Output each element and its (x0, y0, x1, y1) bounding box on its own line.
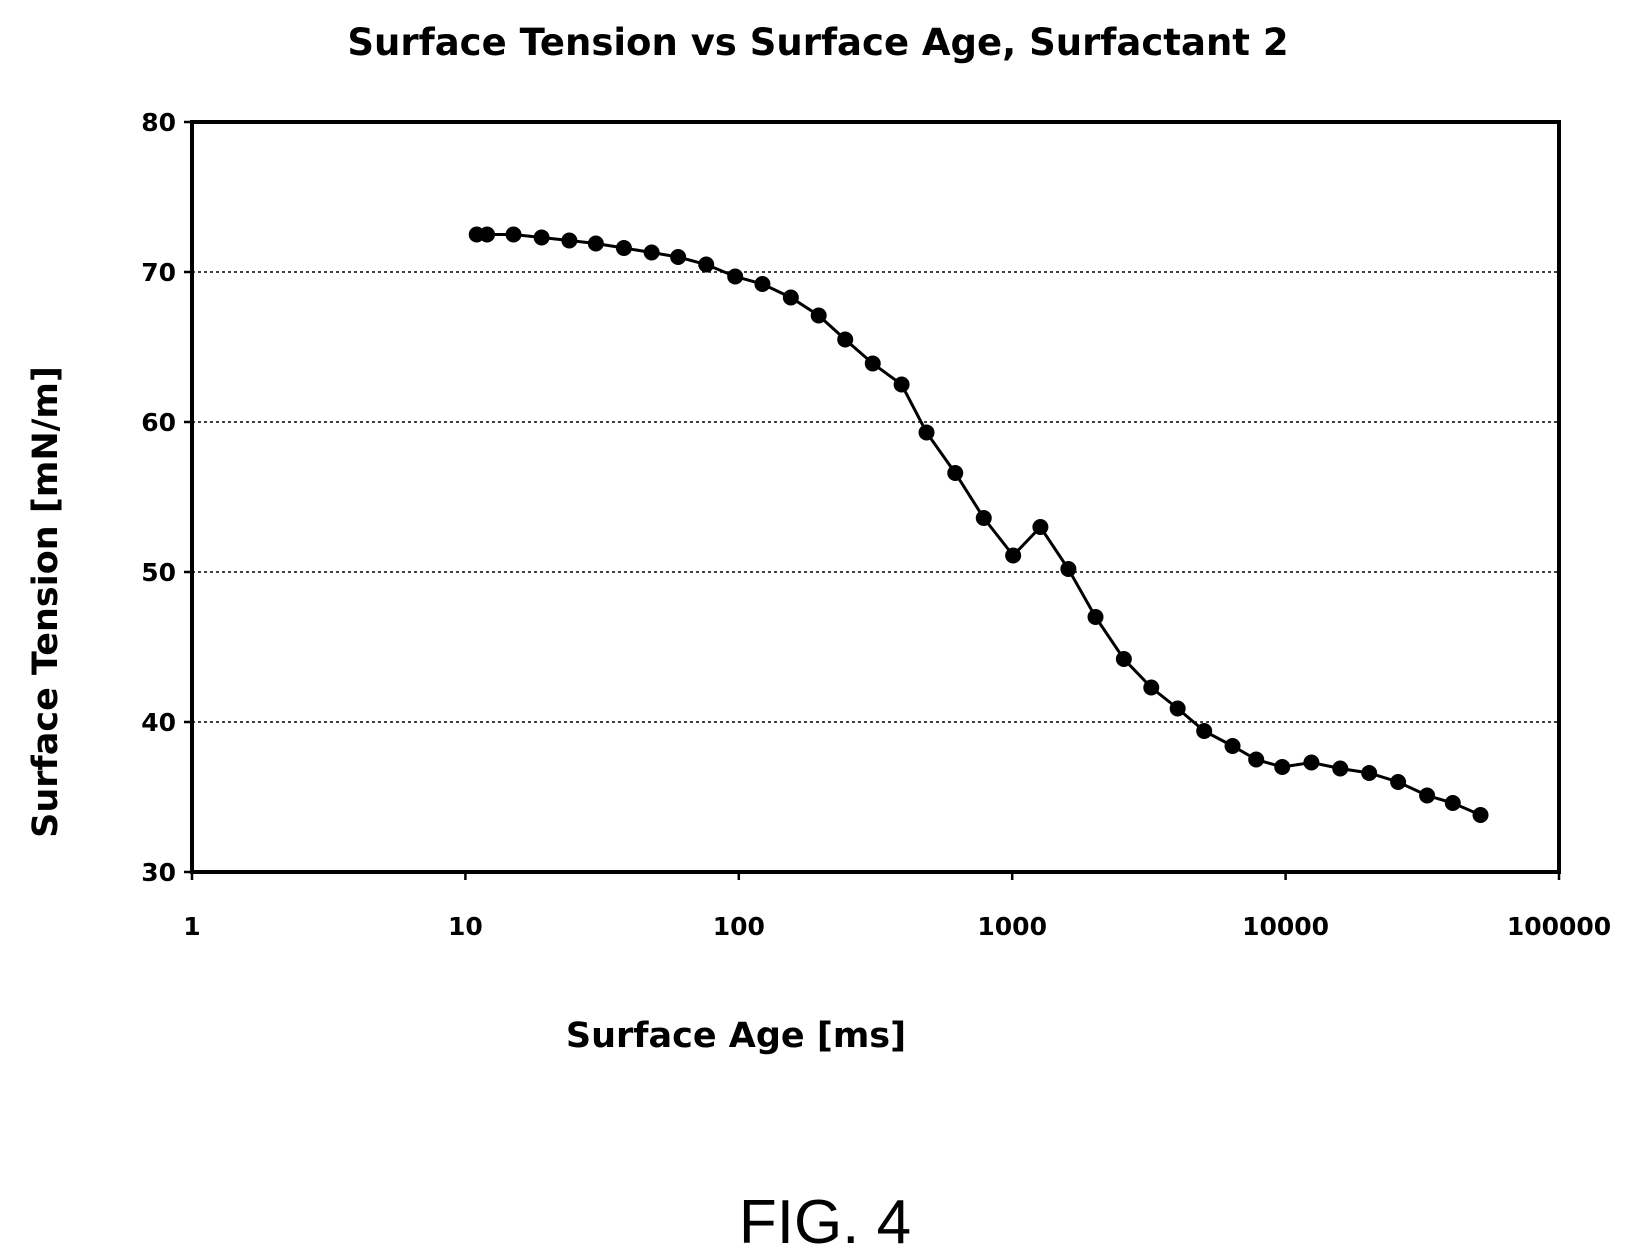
data-point (1274, 759, 1291, 775)
data-point (643, 244, 660, 261)
data-point (1143, 679, 1160, 696)
series-line (476, 233, 1482, 817)
data-point (754, 276, 771, 292)
data-point (561, 232, 578, 249)
data-point (1060, 561, 1077, 577)
data-point (1087, 609, 1104, 625)
y-tick-label: 80 (141, 108, 176, 137)
data-point (1224, 738, 1241, 754)
y-tick-label: 50 (141, 558, 176, 587)
data-point (947, 465, 964, 481)
x-tick-label: 1 (183, 912, 200, 941)
figure-caption: FIG. 4 (739, 1188, 911, 1257)
plot-frame (190, 120, 1561, 874)
x-tick-label: 100000 (1507, 912, 1611, 941)
chart-title: Surface Tension vs Surface Age, Surfacta… (347, 21, 1288, 64)
data-point (1361, 765, 1378, 781)
data-point (1472, 807, 1489, 823)
data-point (1196, 723, 1213, 739)
y-tick-label: 30 (141, 858, 176, 887)
x-axis: 1 10 100 1000 10000 100000 (183, 872, 1611, 941)
x-tick-label: 100 (713, 912, 765, 941)
data-point (615, 240, 632, 256)
data-point (1390, 774, 1407, 790)
data-point (727, 268, 744, 285)
y-axis-title: Surface Tension [mN/m] (26, 366, 66, 838)
plot-area: 30 40 50 60 70 80 1 10 100 1000 10000 100000 (141, 108, 1611, 941)
y-tick-label: 40 (141, 708, 176, 737)
data-point (1303, 754, 1320, 771)
x-axis-title: Surface Age [ms] (566, 1016, 906, 1056)
data-point (837, 331, 854, 348)
data-point (810, 307, 827, 324)
data-point (698, 256, 715, 273)
data-point (1032, 519, 1049, 535)
x-tick-label: 10000 (1242, 912, 1329, 941)
data-point (918, 424, 935, 441)
data-point (1248, 751, 1265, 768)
data-point (864, 355, 881, 372)
data-point (670, 249, 687, 265)
data-point (893, 376, 910, 393)
data-point (1444, 795, 1461, 811)
data-point (1169, 700, 1186, 717)
y-axis: 30 40 50 60 70 80 (141, 108, 192, 887)
data-point (782, 289, 799, 306)
data-point (479, 226, 496, 243)
data-point (533, 229, 550, 246)
data-point (1115, 651, 1132, 667)
y-tick-label: 60 (141, 408, 176, 437)
x-tick-label: 10 (448, 912, 483, 941)
data-series (468, 226, 1489, 823)
data-point (587, 235, 604, 252)
data-point (1005, 547, 1022, 564)
y-tick-label: 70 (141, 258, 176, 287)
data-point (975, 510, 992, 526)
data-point (505, 226, 522, 243)
x-tick-label: 1000 (977, 912, 1047, 941)
data-point (1332, 760, 1349, 777)
data-point (1419, 787, 1436, 804)
gridlines (192, 271, 1559, 723)
